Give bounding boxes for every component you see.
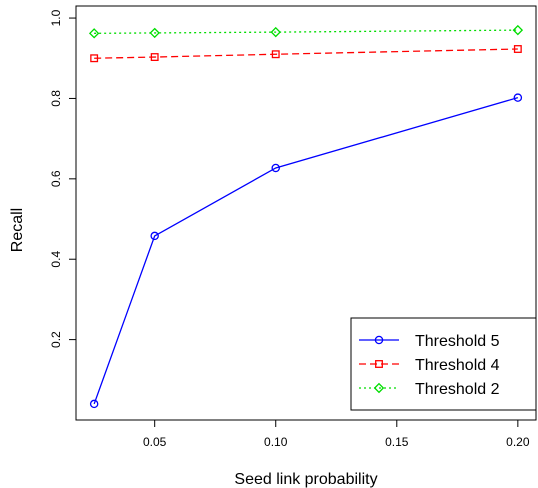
series-line [94,48,518,59]
legend-swatch-marker [375,360,383,368]
legend-label: Threshold 2 [415,381,500,398]
y-tick-label: 0.6 [49,170,63,187]
x-tick-label: 0.20 [506,435,530,449]
data-point [150,53,159,61]
data-point [271,163,280,173]
legend-label: Threshold 4 [415,357,500,374]
legend-label: Threshold 5 [415,333,500,350]
data-point [150,231,159,241]
series-2 [90,45,522,63]
x-axis: 0.05 0.10 0.15 0.20 [143,420,530,449]
data-point [271,50,280,59]
x-tick-label: 0.10 [264,435,288,449]
legend-swatch-marker [373,382,385,394]
y-tick-label: 1.0 [49,9,63,26]
data-point [88,28,100,39]
y-tick-label: 0.8 [49,90,63,107]
series-line [93,97,519,405]
legend-item: Threshold 5 [359,333,500,350]
data-point [513,45,522,53]
legend: Threshold 5 Threshold 4 Threshold 2 [350,317,537,411]
data-point [513,93,523,102]
x-axis-title: Seed link probability [234,471,377,488]
series-line [94,29,518,34]
legend-item: Threshold 2 [359,381,500,398]
y-tick-label: 0.4 [49,251,63,268]
legend-item: Threshold 4 [359,357,500,374]
series-1 [89,93,523,409]
data-point [270,26,281,38]
plot-box [75,5,537,421]
legend-swatch-marker [374,335,384,345]
data-point [149,27,160,39]
y-axis-title: Recall [9,208,26,252]
series-3 [88,24,524,39]
data-point [89,399,99,409]
y-axis: 0.2 0.4 0.6 0.8 1.0 [49,9,76,348]
x-tick-label: 0.05 [143,435,167,449]
data-point [512,24,524,36]
series-layer [88,24,524,409]
y-tick-label: 0.2 [49,331,63,348]
x-tick-label: 0.15 [385,435,409,449]
data-point [90,54,99,63]
legend-box [350,317,537,411]
